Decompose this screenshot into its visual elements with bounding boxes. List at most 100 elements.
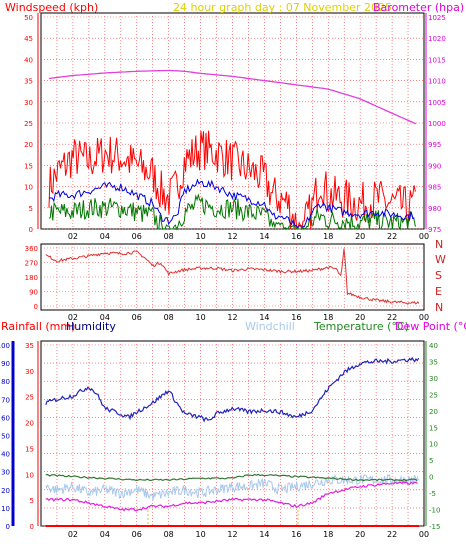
dewpoint-label: Dew Point (°C) xyxy=(395,320,466,333)
wind-panel-grid xyxy=(41,13,424,230)
temperature-tick: -15 xyxy=(429,523,440,531)
temperature-tick: 30 xyxy=(429,375,438,383)
temperature-series xyxy=(45,473,418,482)
rainfall-tick: 0 xyxy=(30,523,34,531)
direction-tick: 360 xyxy=(25,245,38,253)
temp-time-tick: 20 xyxy=(355,530,365,539)
barometer-tick: 985 xyxy=(428,184,441,192)
barometer-tick: 1025 xyxy=(428,14,446,22)
direction-panel-grid xyxy=(41,244,424,310)
barometer-series xyxy=(48,69,417,125)
direction-panel-series xyxy=(45,248,420,305)
wind-time-tick: 22 xyxy=(387,232,397,241)
temp-panel-time-labels: 02 04 06 08 10 12 14 16 18 20 22 00 xyxy=(68,530,429,539)
wind-time-tick: 20 xyxy=(355,232,365,241)
wind-panel-series xyxy=(37,13,427,231)
windspeed-tick: 40 xyxy=(24,56,33,64)
compass-label: E xyxy=(435,285,442,298)
temp-time-tick: 10 xyxy=(195,530,205,539)
windspeed-tick: 45 xyxy=(24,35,33,43)
temperature-tick: 40 xyxy=(429,342,438,350)
rainfall-tick: 15 xyxy=(25,445,34,453)
temperature-tick: 15 xyxy=(429,424,438,432)
direction-time-tick: 12 xyxy=(227,313,237,322)
barometer-tick: 975 xyxy=(428,226,441,234)
rainfall-label: Rainfall (mm) xyxy=(1,320,75,333)
wind-time-tick: 06 xyxy=(132,232,142,241)
wind-time-tick: 02 xyxy=(68,232,78,241)
rainfall-tick: 10 xyxy=(25,471,34,479)
temp-time-tick: 00 xyxy=(419,530,429,539)
direction-time-tick: 00 xyxy=(419,313,429,322)
temp-time-tick: 06 xyxy=(132,530,142,539)
temp-panel-series xyxy=(45,356,420,527)
humidity-tick: 70 xyxy=(1,396,10,404)
direction-time-tick: 06 xyxy=(132,313,142,322)
temperature-tick: 0 xyxy=(429,474,433,482)
avg-wind-series xyxy=(48,178,415,229)
barometer-tick: 1000 xyxy=(428,120,446,128)
windspeed-tick: 0 xyxy=(29,226,33,234)
compass-label: W xyxy=(435,253,446,266)
gust-series xyxy=(48,130,416,231)
direction-tick: 0 xyxy=(34,303,38,311)
rainfall-tick: 5 xyxy=(30,497,34,505)
wind-time-tick: 12 xyxy=(227,232,237,241)
direction-series xyxy=(45,248,420,305)
temp-time-tick: 04 xyxy=(100,530,110,539)
windspeed-tick: 30 xyxy=(24,99,33,107)
humidity-tick: 20 xyxy=(1,487,10,495)
humidity-tick: 100 xyxy=(0,342,10,350)
barometer-tick: 1020 xyxy=(428,35,446,43)
temperature-tick: 5 xyxy=(429,457,433,465)
windspeed-tick: 25 xyxy=(24,120,33,128)
barometer-tick: 980 xyxy=(428,205,441,213)
temperature-tick: 25 xyxy=(429,391,438,399)
rainfall-tick: 30 xyxy=(25,368,34,376)
windspeed-tick: 50 xyxy=(24,14,33,22)
direction-time-tick: 18 xyxy=(323,313,333,322)
rainfall-tick: 35 xyxy=(25,342,34,350)
wind-panel-time-labels: 02 04 06 08 10 12 14 16 18 20 22 00 xyxy=(68,232,429,241)
humidity-tick: 0 xyxy=(6,523,10,531)
rainfall-tick-labels: 0 5 10 15 20 25 30 35 xyxy=(25,342,34,531)
wind-time-tick: 10 xyxy=(195,232,205,241)
temperature-tick: 10 xyxy=(429,441,438,449)
windspeed-tick: 35 xyxy=(24,78,33,86)
barometer-axis-label: Barometer (hpa) xyxy=(373,1,464,14)
dewpoint-series xyxy=(45,481,418,512)
direction-time-tick: 16 xyxy=(291,313,301,322)
barometer-tick: 990 xyxy=(428,162,441,170)
temperature-label: Temperature (°C) xyxy=(313,320,409,333)
compass-label: S xyxy=(435,269,442,282)
windspeed-tick: 10 xyxy=(24,184,33,192)
humidity-label: Humidity xyxy=(66,320,116,333)
windspeed-axis-label: Windspeed (kph) xyxy=(5,1,98,14)
rainfall-tick: 25 xyxy=(25,394,34,402)
windspeed-tick: 5 xyxy=(29,205,33,213)
wind-low-series xyxy=(48,193,416,231)
wind-time-tick: 08 xyxy=(164,232,174,241)
humidity-tick: 50 xyxy=(1,433,10,441)
temperature-tick: 20 xyxy=(429,408,438,416)
wind-time-tick: 18 xyxy=(323,232,333,241)
temperature-tick-labels: -15 -10 -5 0 5 10 15 20 25 30 35 40 xyxy=(429,342,440,531)
direction-time-tick: 08 xyxy=(164,313,174,322)
barometer-tick: 1010 xyxy=(428,78,446,86)
direction-time-tick: 04 xyxy=(100,313,110,322)
barometer-tick: 1015 xyxy=(428,56,446,64)
direction-tick-labels: 0 90 180 270 360 xyxy=(25,245,38,311)
humidity-tick: 30 xyxy=(1,469,10,477)
direction-time-tick: 20 xyxy=(355,313,365,322)
temperature-tick: -5 xyxy=(429,490,436,498)
windchill-label: Windchill xyxy=(245,320,295,333)
temperature-tick: -10 xyxy=(429,507,440,515)
direction-time-tick: 22 xyxy=(387,313,397,322)
rainfall-tick: 20 xyxy=(25,420,34,428)
temp-time-tick: 02 xyxy=(68,530,78,539)
windchill-series xyxy=(45,473,420,501)
windspeed-tick: 15 xyxy=(24,162,33,170)
